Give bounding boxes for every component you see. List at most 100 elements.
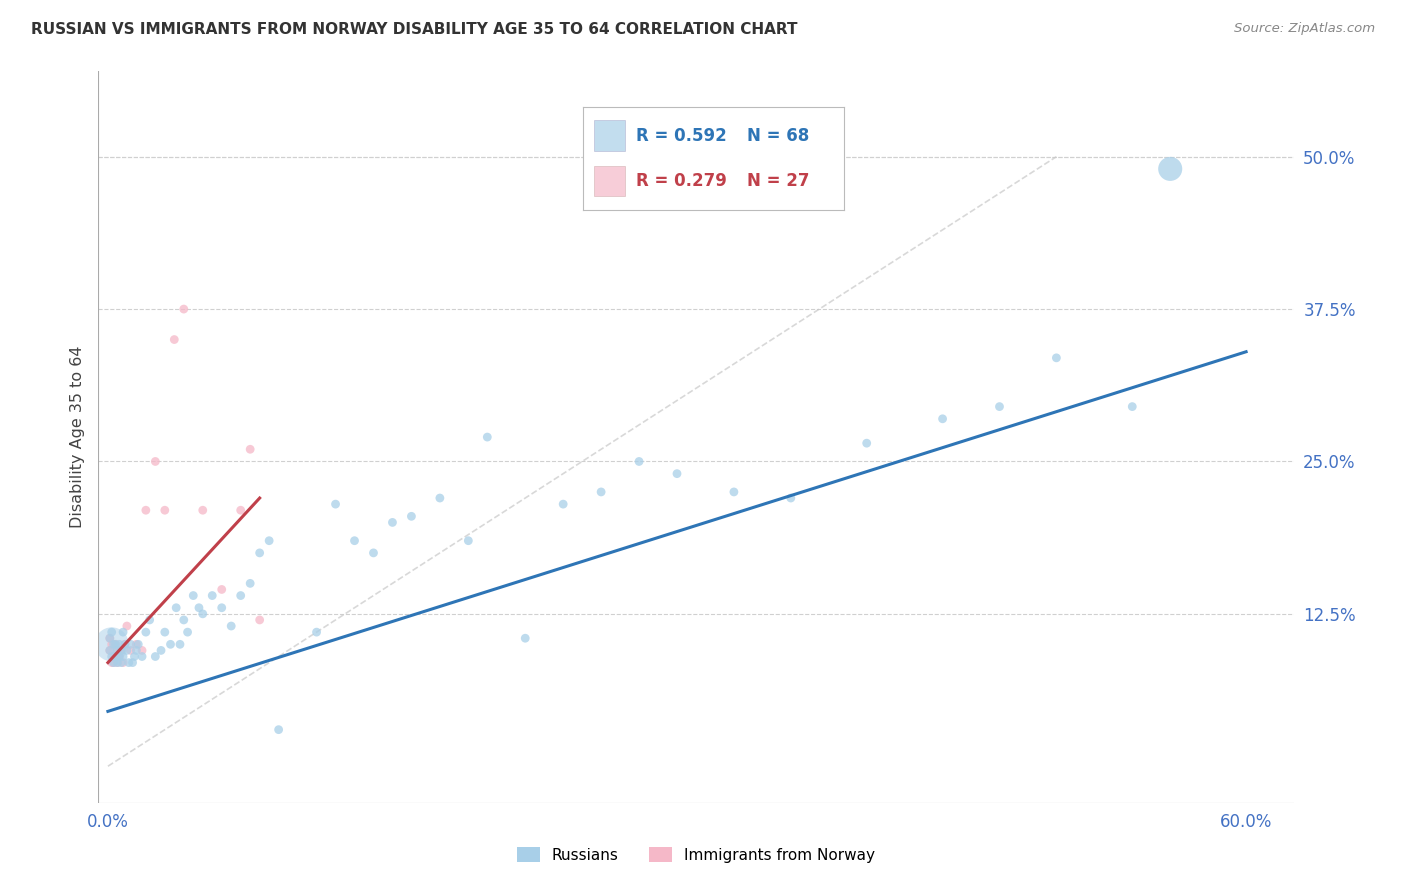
Point: [239, 442, 262, 457]
Point: [779, 491, 801, 505]
Point: [118, 656, 141, 670]
Point: [153, 503, 176, 517]
Point: [135, 503, 157, 517]
Text: R = 0.592: R = 0.592: [636, 127, 727, 145]
Point: [98, 632, 121, 646]
Point: [112, 656, 135, 670]
Point: [105, 656, 128, 670]
Point: [591, 485, 613, 500]
Point: [181, 589, 204, 603]
Point: [988, 400, 1011, 414]
Point: [1121, 400, 1143, 414]
Point: [100, 637, 122, 651]
Point: [98, 643, 121, 657]
Point: [105, 643, 128, 657]
Point: [120, 643, 142, 657]
Point: [429, 491, 451, 505]
Point: [201, 589, 224, 603]
Point: [267, 723, 290, 737]
Point: [723, 485, 745, 500]
Legend: Russians, Immigrants from Norway: Russians, Immigrants from Norway: [510, 840, 882, 869]
Point: [112, 649, 135, 664]
Point: [103, 656, 125, 670]
Text: N = 68: N = 68: [748, 127, 810, 145]
Point: [143, 649, 166, 664]
Point: [169, 637, 191, 651]
Point: [103, 637, 125, 651]
Point: [104, 637, 127, 651]
Point: [138, 613, 160, 627]
Point: [477, 430, 499, 444]
Point: [110, 656, 132, 670]
Point: [105, 643, 128, 657]
Point: [553, 497, 575, 511]
FancyBboxPatch shape: [593, 166, 626, 196]
Point: [229, 589, 252, 603]
Point: [931, 412, 953, 426]
Point: [1045, 351, 1067, 365]
Point: [666, 467, 689, 481]
Point: [135, 625, 157, 640]
Point: [103, 649, 125, 664]
Y-axis label: Disability Age 35 to 64: Disability Age 35 to 64: [69, 346, 84, 528]
Point: [176, 625, 198, 640]
Point: [188, 600, 211, 615]
Point: [173, 613, 195, 627]
Point: [153, 625, 176, 640]
Point: [103, 656, 125, 670]
Point: [401, 509, 423, 524]
Point: [628, 454, 651, 468]
Point: [100, 637, 122, 651]
Point: [239, 576, 262, 591]
Point: [457, 533, 479, 548]
Point: [104, 637, 127, 651]
Text: Source: ZipAtlas.com: Source: ZipAtlas.com: [1234, 22, 1375, 36]
Point: [100, 649, 122, 664]
Point: [112, 625, 135, 640]
Text: N = 27: N = 27: [748, 172, 810, 190]
Point: [115, 619, 138, 633]
Point: [363, 546, 385, 560]
Point: [108, 637, 131, 651]
Point: [108, 649, 131, 664]
Point: [229, 503, 252, 517]
Point: [159, 637, 181, 651]
Point: [127, 637, 149, 651]
Point: [125, 643, 148, 657]
Point: [131, 649, 153, 664]
Point: [98, 632, 121, 646]
Point: [515, 632, 537, 646]
Point: [1159, 161, 1181, 176]
Point: [110, 643, 132, 657]
Point: [211, 582, 233, 597]
Point: [165, 600, 187, 615]
Point: [191, 607, 214, 621]
Point: [114, 637, 136, 651]
Point: [163, 333, 186, 347]
Point: [173, 301, 195, 317]
Point: [191, 503, 214, 517]
Point: [143, 454, 166, 468]
Text: RUSSIAN VS IMMIGRANTS FROM NORWAY DISABILITY AGE 35 TO 64 CORRELATION CHART: RUSSIAN VS IMMIGRANTS FROM NORWAY DISABI…: [31, 22, 797, 37]
Text: R = 0.279: R = 0.279: [636, 172, 727, 190]
Point: [110, 643, 132, 657]
Point: [108, 649, 131, 664]
Point: [114, 637, 136, 651]
Point: [855, 436, 877, 450]
Point: [343, 533, 366, 548]
Point: [104, 649, 127, 664]
Point: [105, 656, 128, 670]
Point: [100, 656, 122, 670]
Point: [115, 643, 138, 657]
Point: [98, 643, 121, 657]
Point: [305, 625, 328, 640]
Point: [150, 643, 173, 657]
Point: [100, 625, 122, 640]
Point: [125, 637, 148, 651]
Point: [211, 600, 233, 615]
Point: [219, 619, 242, 633]
Point: [131, 643, 153, 657]
FancyBboxPatch shape: [593, 120, 626, 151]
Point: [381, 516, 404, 530]
Point: [325, 497, 347, 511]
